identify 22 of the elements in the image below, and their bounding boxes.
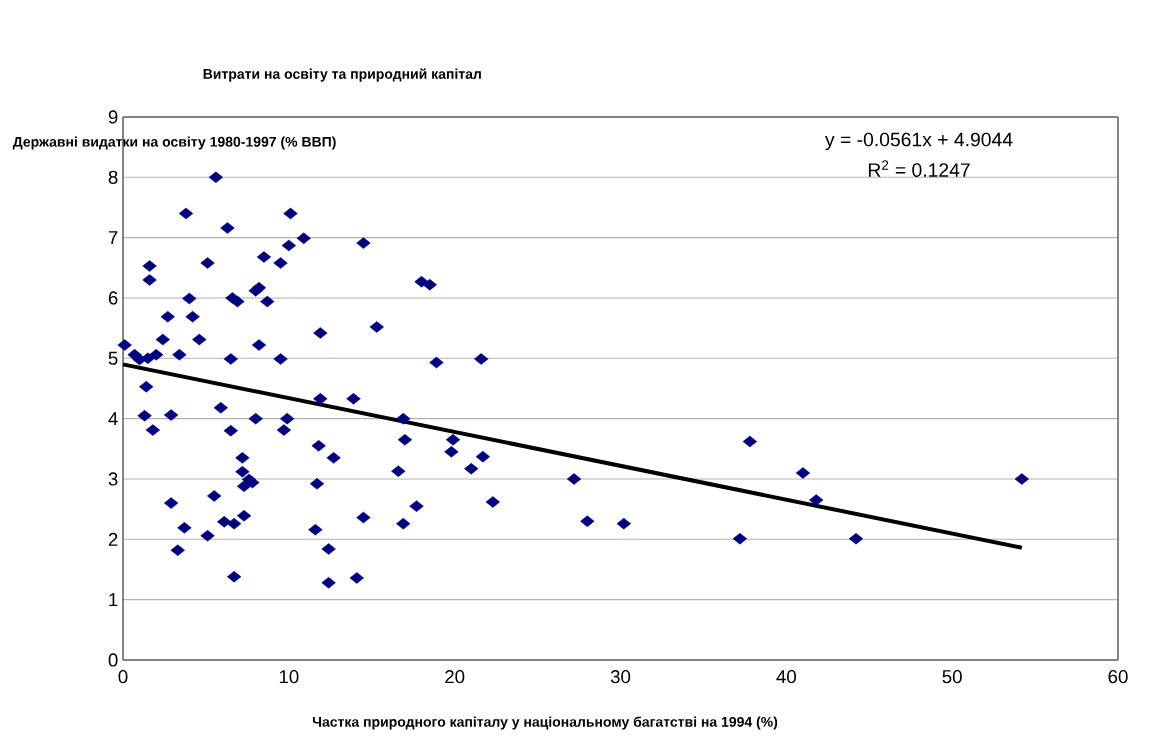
x-tick-label: 20 bbox=[445, 670, 465, 684]
x-tick-label: 30 bbox=[610, 670, 631, 684]
y-tick-label: 2 bbox=[108, 532, 118, 546]
y-tick-label: 0 bbox=[108, 653, 118, 667]
y-tick-label: 6 bbox=[108, 291, 118, 305]
x-tick-label: 50 bbox=[942, 670, 962, 684]
y-tick-label: 1 bbox=[109, 593, 118, 607]
y-tick-label: 5 bbox=[108, 351, 118, 365]
x-tick-label: 60 bbox=[1108, 670, 1128, 684]
y-tick-label: 3 bbox=[108, 472, 118, 486]
x-axis-title: Частка природного капіталу у національному багатстві на 1994 (%) bbox=[312, 716, 778, 730]
annotation: y = -0.0561x + 4.9044 bbox=[824, 132, 1013, 151]
y-tick-label: 4 bbox=[108, 412, 118, 426]
y-tick-label: 9 bbox=[108, 110, 118, 124]
x-tick-label: 40 bbox=[776, 670, 796, 684]
chart-title: Витрати на освіту та природний капітал bbox=[203, 68, 481, 82]
x-tick-label: 0 bbox=[118, 670, 128, 684]
annotation: R$^{2}$ = 0.1247 bbox=[868, 160, 970, 177]
y-axis-title: Державні видатки на освіту 1980-1997 (% ВВП) bbox=[12, 136, 336, 150]
x-tick-label: 10 bbox=[279, 670, 299, 684]
y-tick-label: 7 bbox=[108, 231, 118, 245]
y-tick-label: 8 bbox=[108, 170, 118, 184]
